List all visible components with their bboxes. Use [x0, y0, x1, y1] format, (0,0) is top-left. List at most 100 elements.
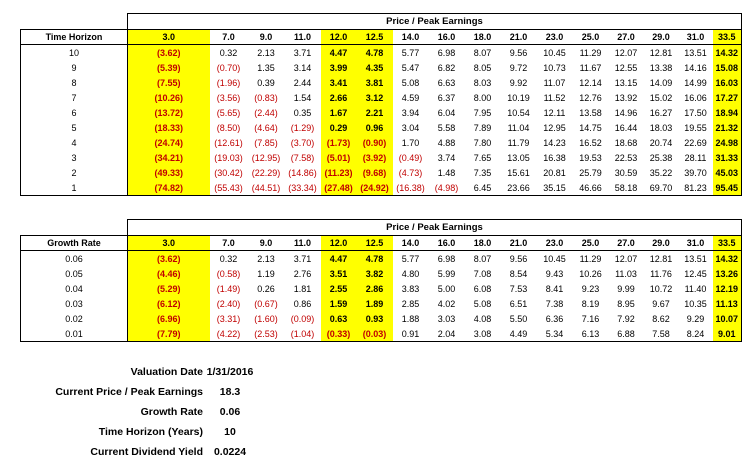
table-cell: 6.51 [509, 298, 528, 309]
table-cell: 4.78 [356, 250, 393, 266]
table-cell: 9.56 [509, 253, 528, 264]
info-label: Current Dividend Yield [90, 446, 203, 458]
table-cell: 8.24 [678, 326, 713, 342]
table-cell: 16.44 [614, 122, 638, 133]
table-cell: 12.55 [614, 62, 638, 73]
table-cell: (5.39) [127, 60, 210, 75]
table-cell: 10.19 [507, 92, 530, 103]
column-header: 23.0 [536, 235, 573, 251]
column-header: 16.0 [428, 29, 465, 45]
table-cell: (49.33) [127, 165, 210, 180]
column-header: 25.0 [572, 235, 609, 251]
column-header: 12.0 [320, 29, 357, 45]
table-cell: 2.44 [293, 77, 312, 88]
growth-rate-table: Price / Peak Earnings Growth Rate 3.0 7.0 9.… [20, 219, 742, 342]
table-cell: 6.98 [437, 253, 456, 264]
table-cell: 3.99 [320, 60, 357, 75]
column-header: 21.0 [500, 235, 537, 251]
table-cell: (1.73) [320, 135, 357, 150]
column-header: 3.0 [127, 235, 210, 251]
table-cell: 22.53 [614, 152, 638, 163]
table-cell: 14.09 [649, 77, 673, 88]
table-cell: (24.92) [356, 180, 393, 196]
table-cell: 0.39 [257, 77, 275, 88]
table-cell: 0.96 [356, 120, 393, 135]
row-label: 0.03 [20, 296, 128, 311]
table-cell: 1.70 [401, 137, 420, 148]
column-header: 12.5 [356, 29, 393, 45]
table-cell: 46.66 [572, 180, 609, 196]
table-cell: 16.06 [684, 92, 707, 103]
table-cell: (12.95) [251, 152, 281, 163]
table-cell: 6.08 [473, 283, 492, 294]
table-cell: 0.29 [320, 120, 357, 135]
table-cell: 15.08 [712, 60, 742, 75]
table-cell: 11.13 [712, 296, 742, 311]
column-header: 7.0 [209, 235, 248, 251]
table-cell: 14.23 [543, 137, 566, 148]
table-cell: 58.18 [608, 180, 644, 196]
row-header: Time Horizon [20, 29, 128, 45]
table-cell: (4.46) [127, 266, 210, 281]
table-cell: 2.04 [428, 326, 465, 342]
table-cell: 1.81 [293, 283, 312, 294]
table-cell: 8.41 [545, 283, 564, 294]
table-cell: (33.34) [284, 180, 321, 196]
table-cell: 18.94 [712, 105, 742, 120]
table-row: 0.04 (5.29) (1.49) 0.26 1.81 2.55 2.86 3.83 5.00… [20, 281, 742, 296]
table-cell: 3.12 [356, 90, 393, 105]
table-cell: (34.21) [127, 150, 210, 165]
table-cell: 3.51 [320, 266, 357, 281]
time-horizon-table: Price / Peak Earnings Time Horizon 3.0 7.0 9… [20, 13, 742, 196]
table-cell: (2.44) [254, 107, 278, 118]
table-cell: 31.33 [712, 150, 742, 165]
table-row: 5 (18.33) (8.50) (4.64) (1.29) 0.29 0.96 3.04 5.… [20, 120, 742, 135]
table-cell: 14.96 [614, 107, 638, 118]
table-cell: 95.45 [712, 180, 742, 196]
table-cell: 4.47 [320, 44, 357, 60]
table-cell: 0.63 [320, 311, 357, 326]
row-label: 4 [20, 135, 128, 150]
table-row: 1 (74.82) (55.43) (44.51) (33.34) (27.48) (24.… [20, 180, 742, 196]
table-cell: (2.40) [216, 298, 241, 309]
table-cell: 9.01 [712, 326, 742, 342]
table-cell: (4.22) [209, 326, 248, 342]
table-cell: 12.11 [543, 107, 566, 118]
table-cell: 4.80 [401, 268, 420, 279]
table-cell: (11.23) [320, 165, 357, 180]
table-cell: 12.19 [712, 281, 742, 296]
table-cell: (12.61) [214, 137, 243, 148]
row-label: 3 [20, 150, 128, 165]
table-cell: (24.74) [127, 135, 210, 150]
table-cell: 9.99 [617, 283, 635, 294]
table-cell: 5.08 [401, 77, 420, 88]
table-cell: (18.33) [127, 120, 210, 135]
table-cell: 16.03 [712, 75, 742, 90]
table-cell: 17.27 [712, 90, 742, 105]
title-spacer [21, 14, 128, 30]
table-cell: 12.81 [649, 253, 673, 264]
table-cell: (14.86) [288, 167, 317, 178]
table-cell: 6.37 [437, 92, 456, 103]
table-cell: 7.16 [581, 313, 600, 324]
table-cell: 7.08 [473, 268, 492, 279]
table-cell: 5.47 [401, 62, 420, 73]
table-cell: 9.92 [509, 77, 528, 88]
table-cell: 20.74 [649, 137, 673, 148]
table-cell: 3.04 [401, 122, 420, 133]
table-cell: (4.64) [254, 122, 278, 133]
table-cell: 8.07 [473, 47, 492, 58]
table-cell: 3.82 [356, 266, 393, 281]
table-cell: 20.81 [543, 167, 566, 178]
table-cell: (5.29) [127, 281, 210, 296]
column-header: 33.5 [712, 235, 742, 251]
table-title: Price / Peak Earnings [127, 219, 742, 236]
table-cell: (3.70) [290, 137, 315, 148]
table-cell: 12.14 [579, 77, 602, 88]
table-cell: 6.88 [608, 326, 644, 342]
row-header: Growth Rate [20, 235, 128, 251]
table-cell: 6.45 [464, 180, 501, 196]
table-cell: 8.03 [473, 77, 492, 88]
row-label: 0.01 [20, 326, 128, 342]
table-cell: 11.79 [507, 137, 530, 148]
